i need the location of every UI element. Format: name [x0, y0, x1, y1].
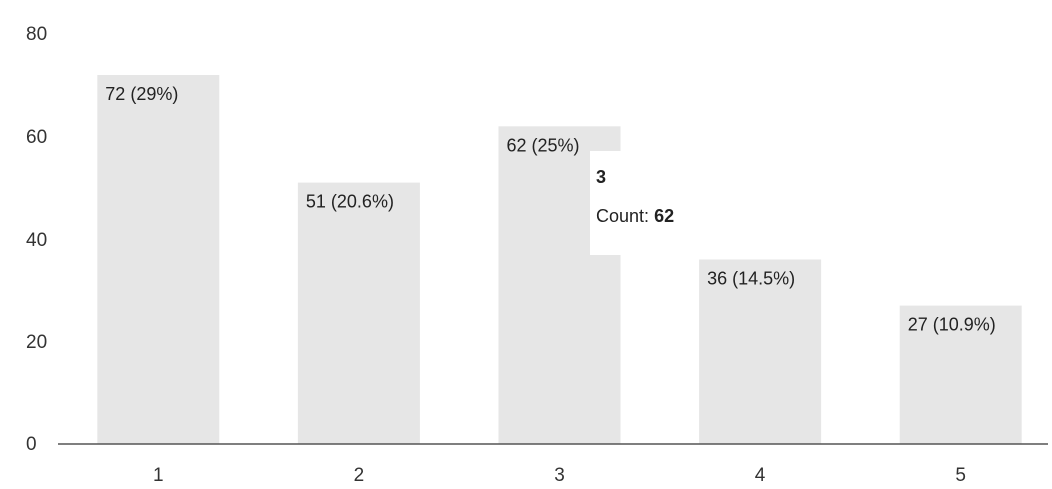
x-tick-label: 5 [955, 465, 966, 486]
data-label: 62 (25%) [507, 135, 580, 155]
bar-series [97, 75, 1021, 444]
y-tick-label: 60 [26, 127, 47, 148]
tooltip: 3 Count: 62 [590, 151, 686, 255]
y-tick-label: 0 [26, 434, 37, 455]
x-tick-label: 3 [554, 465, 565, 486]
data-label: 27 (10.9%) [908, 315, 996, 335]
data-label: 51 (20.6%) [306, 192, 394, 212]
tooltip-count: Count: 62 [596, 206, 674, 227]
y-tick-label: 80 [26, 24, 47, 45]
tooltip-count-label: Count: [596, 206, 649, 226]
x-tick-label: 4 [755, 465, 766, 486]
y-tick-label: 20 [26, 332, 47, 353]
y-tick-label: 40 [26, 230, 47, 251]
data-label: 36 (14.5%) [707, 269, 795, 289]
x-tick-label: 1 [153, 465, 164, 486]
x-tick-label: 2 [354, 465, 365, 486]
x-axis: 1 2 3 4 5 [153, 465, 966, 486]
bar[interactable] [97, 75, 219, 444]
tooltip-count-value: 62 [654, 206, 674, 226]
y-axis: 0 20 40 60 80 [26, 24, 47, 455]
tooltip-category: 3 [596, 167, 606, 188]
data-label: 72 (29%) [105, 84, 178, 104]
bar[interactable] [298, 183, 420, 444]
